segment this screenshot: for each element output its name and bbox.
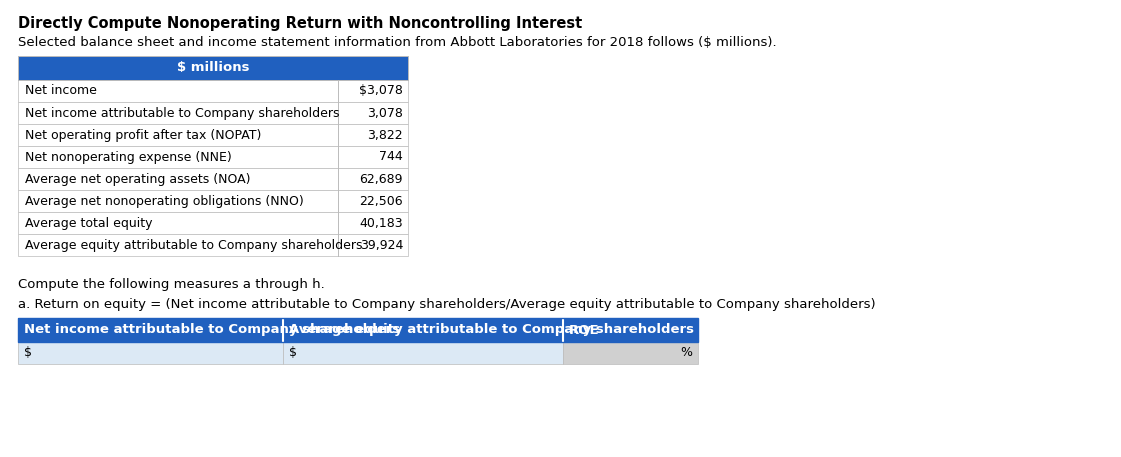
Bar [282, 318, 563, 342]
Text: Net income attributable to Company shareholders: Net income attributable to Company share… [25, 106, 340, 119]
Text: 62,689: 62,689 [360, 172, 404, 186]
Text: Net income: Net income [25, 85, 96, 97]
Bar [563, 342, 698, 364]
Bar [18, 318, 282, 342]
Bar [282, 342, 563, 364]
Bar [563, 318, 698, 342]
Bar [18, 190, 408, 212]
Text: 22,506: 22,506 [360, 195, 404, 207]
Text: $3,078: $3,078 [359, 85, 404, 97]
Text: Average net operating assets (NOA): Average net operating assets (NOA) [25, 172, 250, 186]
Text: Average equity attributable to Company shareholders: Average equity attributable to Company s… [289, 324, 694, 336]
Text: Average net nonoperating obligations (NNO): Average net nonoperating obligations (NN… [25, 195, 304, 207]
Bar [18, 56, 408, 80]
Bar [18, 102, 408, 124]
Text: Average total equity: Average total equity [25, 217, 152, 229]
Text: Net operating profit after tax (NOPAT): Net operating profit after tax (NOPAT) [25, 128, 261, 142]
Text: 3,822: 3,822 [368, 128, 404, 142]
Text: $ millions: $ millions [177, 62, 249, 74]
Bar [18, 318, 698, 342]
Bar [18, 146, 408, 168]
Text: 3,078: 3,078 [367, 106, 404, 119]
Bar [18, 124, 408, 146]
Text: 744: 744 [379, 150, 404, 164]
Text: $: $ [289, 346, 297, 360]
Text: %: % [680, 346, 692, 360]
Text: Compute the following measures a through h.: Compute the following measures a through… [18, 278, 325, 291]
Text: Average equity attributable to Company shareholders: Average equity attributable to Company s… [25, 239, 362, 251]
Text: Selected balance sheet and income statement information from Abbott Laboratories: Selected balance sheet and income statem… [18, 36, 777, 49]
Text: a. Return on equity = (Net income attributable to Company shareholders/Average e: a. Return on equity = (Net income attrib… [18, 298, 876, 311]
Bar [18, 168, 408, 190]
Bar [18, 342, 282, 364]
Bar [18, 80, 408, 102]
Text: 39,924: 39,924 [360, 239, 404, 251]
Bar [18, 234, 408, 256]
Text: ROE: ROE [569, 324, 600, 336]
Bar [18, 212, 408, 234]
Text: Net nonoperating expense (NNE): Net nonoperating expense (NNE) [25, 150, 232, 164]
Text: 40,183: 40,183 [360, 217, 404, 229]
Text: $: $ [24, 346, 33, 360]
Text: Net income attributable to Company shareholders: Net income attributable to Company share… [24, 324, 400, 336]
Text: Directly Compute Nonoperating Return with Noncontrolling Interest: Directly Compute Nonoperating Return wit… [18, 16, 582, 31]
